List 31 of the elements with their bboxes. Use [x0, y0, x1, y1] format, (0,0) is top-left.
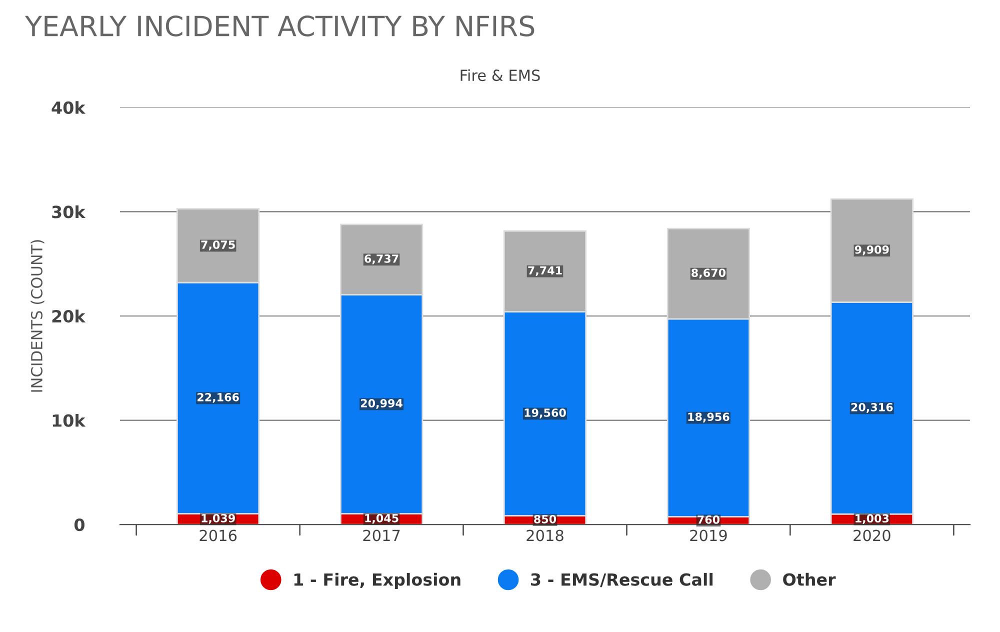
y-tick-label: 10k [52, 414, 86, 427]
chart-subtitle: Fire & EMS [460, 69, 540, 82]
y-axis-title: INCIDENTS (COUNT) [30, 240, 44, 392]
legend-label: Other [783, 572, 836, 586]
x-tick-label: 2018 [526, 530, 564, 542]
chart-title: YEARLY INCIDENT ACTIVITY BY NFIRS [24, 15, 534, 36]
data-label: 760 [698, 515, 720, 524]
data-label: 20,994 [360, 399, 402, 409]
data-label: 8,670 [692, 268, 726, 278]
y-tick-label: 20k [52, 310, 86, 323]
data-label: 1,039 [202, 514, 235, 524]
x-tick-label: 2016 [200, 530, 237, 542]
y-tick-label: 40k [52, 101, 86, 114]
legend-label: 1 - Fire, Explosion [294, 572, 460, 590]
x-tick-label: 2019 [690, 530, 727, 542]
y-tick-label: 30k [52, 205, 86, 218]
data-label: 22,166 [198, 392, 239, 403]
data-label: 850 [534, 514, 556, 524]
data-label: 18,956 [688, 412, 730, 422]
data-label: 9,909 [854, 245, 889, 256]
data-label: 7,741 [528, 266, 562, 276]
y-tick-label: 0 [74, 518, 84, 532]
x-tick-label: 2017 [363, 530, 400, 542]
data-label: 19,560 [524, 408, 566, 418]
data-label: 1,003 [856, 514, 889, 524]
x-tick-label: 2020 [854, 530, 890, 542]
data-label: 20,316 [851, 402, 893, 413]
data-label: 6,737 [364, 254, 398, 264]
legend-label: 3 - EMS/Rescue Call [531, 572, 713, 588]
data-label: 1,045 [365, 514, 398, 524]
data-label: 7,075 [201, 240, 235, 250]
